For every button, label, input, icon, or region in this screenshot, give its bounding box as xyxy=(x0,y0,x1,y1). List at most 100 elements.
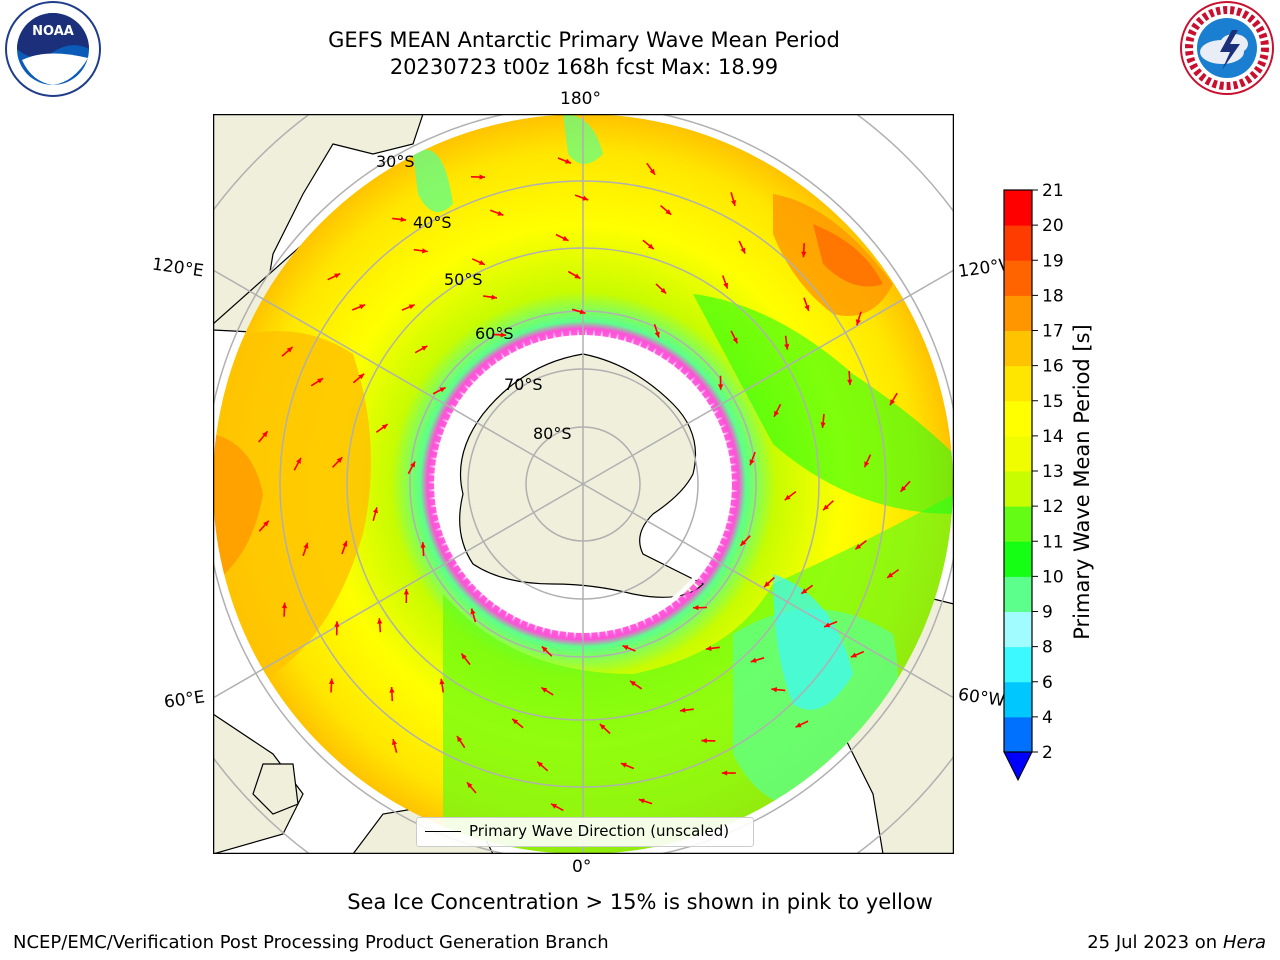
wave-arrow-head xyxy=(574,273,581,279)
wave-arrow-head xyxy=(470,608,476,615)
wave-arrow-head xyxy=(281,602,288,609)
lat-label-70s: 70°S xyxy=(504,375,543,394)
wave-arrow-head xyxy=(649,168,655,175)
wave-arrow-head xyxy=(660,287,667,294)
wave-arrow-head xyxy=(847,379,853,386)
wave-arrow-head xyxy=(512,718,519,725)
wave-arrow-head xyxy=(500,332,507,338)
wave-arrow-head xyxy=(303,542,309,549)
wave-arrow-head xyxy=(864,461,870,468)
colorbar-tick-label: 4 xyxy=(1042,708,1053,728)
colorbar-tick-label: 8 xyxy=(1042,638,1053,658)
wave-arrow-head xyxy=(648,243,654,250)
footer-date-text: 25 Jul 2023 on xyxy=(1087,932,1218,953)
wave-arrow-head xyxy=(620,762,627,768)
wave-direction-arrows xyxy=(258,157,911,812)
wave-arrow-head xyxy=(701,738,707,744)
wave-arrow-head xyxy=(679,707,686,713)
wave-arrow-head xyxy=(721,770,728,776)
colorbar-label: Primary Wave Mean Period [s] xyxy=(1070,324,1094,640)
wave-arrow-head xyxy=(654,331,660,338)
lat-label-30s: 30°S xyxy=(376,152,415,171)
wave-arrow-head xyxy=(262,431,268,438)
wave-arrow-head xyxy=(820,422,826,428)
lon-label-top: 180° xyxy=(560,89,601,109)
colorbar-block xyxy=(1004,365,1032,402)
wave-arrow-head xyxy=(740,540,747,546)
wave-arrow-head xyxy=(400,216,407,222)
lat-label-50s: 50°S xyxy=(444,270,483,289)
wave-arrow-head xyxy=(562,235,569,241)
colorbar-block xyxy=(1004,541,1032,577)
legend-label: Primary Wave Direction (unscaled) xyxy=(469,822,730,840)
wave-arrow-head xyxy=(855,543,862,550)
wave-arrow-head xyxy=(478,260,485,265)
wave-arrow-head xyxy=(693,605,699,611)
colorbar-block xyxy=(1004,400,1032,437)
wave-arrow-head xyxy=(358,373,365,380)
wave-arrow-head xyxy=(439,678,445,685)
nws-logo-icon xyxy=(1180,1,1274,95)
wave-arrow-head xyxy=(391,739,397,745)
wave-arrow-head xyxy=(286,347,293,353)
colorbar-block xyxy=(1004,506,1032,542)
colorbar-tick-label: 11 xyxy=(1042,532,1064,552)
wave-arrow-head xyxy=(457,736,463,742)
colorbar-tick-label: 9 xyxy=(1042,603,1053,623)
wave-arrow-head xyxy=(541,646,548,653)
wave-arrow-head xyxy=(328,678,335,684)
map-title: GEFS MEAN Antarctic Primary Wave Mean Pe… xyxy=(328,28,840,52)
graticule xyxy=(213,114,954,854)
wave-arrow-head xyxy=(750,657,757,663)
colorbar-block xyxy=(1004,190,1032,226)
wave-arrow-head xyxy=(665,209,672,215)
colorbar-block xyxy=(1004,471,1032,507)
wave-arrow-head xyxy=(823,504,829,511)
lat-label-40s: 40°S xyxy=(413,213,452,232)
map-legend: Primary Wave Direction (unscaled) xyxy=(416,817,754,847)
wave-arrow-head xyxy=(479,174,485,180)
wave-arrow-head xyxy=(638,798,645,804)
wave-arrow-head xyxy=(565,158,571,164)
wave-arrow-head xyxy=(900,485,907,492)
colorbar-block xyxy=(1004,330,1032,367)
wave-arrow-head xyxy=(381,424,388,430)
wave-arrow-head xyxy=(764,581,770,587)
wave-arrow-head xyxy=(377,618,383,624)
wave-arrow-head xyxy=(467,782,473,789)
wave-arrow-head xyxy=(336,457,343,463)
colorbar-tick-label: 14 xyxy=(1042,427,1064,447)
colorbar-block xyxy=(1004,295,1032,331)
colorbar-tick-label: 15 xyxy=(1042,392,1064,412)
legend-line-icon xyxy=(425,831,461,832)
wave-arrow-head xyxy=(359,304,366,310)
colorbar-block xyxy=(1004,435,1032,472)
wave-arrow-head xyxy=(731,200,736,206)
wave-arrow-head xyxy=(804,304,810,311)
lat-label-80s: 80°S xyxy=(533,424,572,443)
wave-arrow-head xyxy=(850,652,857,658)
wave-arrow-head xyxy=(579,309,586,315)
wave-arrow-head xyxy=(771,687,777,693)
wave-arrow-head xyxy=(461,653,467,660)
wave-arrow-head xyxy=(421,345,428,351)
wave-arrow-head xyxy=(420,542,426,548)
wave-arrow-head xyxy=(537,761,543,768)
wave-arrow-head xyxy=(373,507,378,514)
wave-arrow-head xyxy=(263,520,269,527)
colorbar: 2 4 6 8 9 10 11 12 13 14 15 16 17 18 19 20 21 xyxy=(1003,181,1064,782)
polar-map xyxy=(213,114,954,854)
colorbar-tick-label: 13 xyxy=(1042,462,1064,482)
colorbar-tick-label: 2 xyxy=(1042,743,1053,763)
wave-arrow-head xyxy=(599,724,606,730)
wave-arrow-head xyxy=(890,399,895,406)
colorbar-tick-label: 18 xyxy=(1042,286,1064,306)
wave-arrow-head xyxy=(334,621,340,627)
wave-arrow-head xyxy=(801,251,807,258)
wave-arrow-head xyxy=(296,457,301,464)
wave-arrow-head xyxy=(439,387,446,393)
wave-arrow-head xyxy=(317,378,324,384)
wave-arrow-head xyxy=(541,687,548,693)
colorbar-block xyxy=(1004,681,1032,718)
wave-arrow-head xyxy=(389,687,395,693)
